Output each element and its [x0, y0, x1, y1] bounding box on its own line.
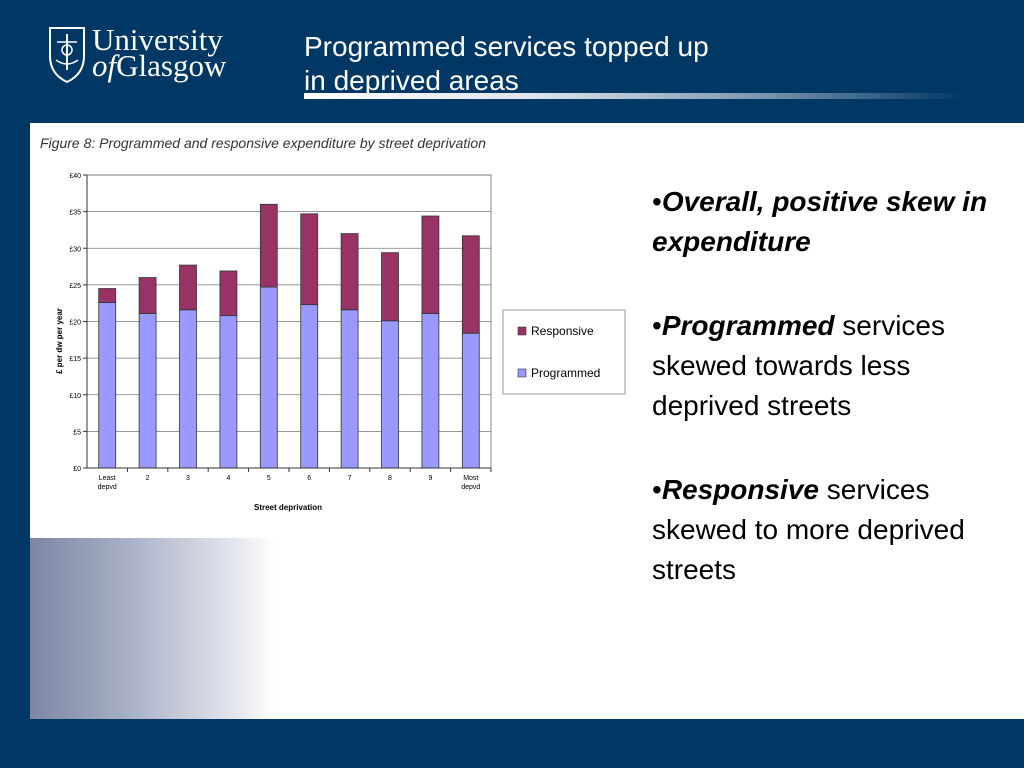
y-axis-label: £ per dw per year: [55, 308, 64, 374]
y-tick-label: £25: [69, 283, 81, 290]
bar-responsive: [340, 233, 359, 311]
x-tick-label: 7: [348, 475, 352, 482]
legend-swatch: [517, 326, 527, 336]
y-tick-label: £15: [69, 356, 81, 363]
logo-line2: ofGlasgow: [92, 50, 226, 81]
bar-responsive: [219, 270, 238, 317]
bullet-1: •Overall, positive skew in expenditure: [652, 186, 988, 257]
bullet-3: •Responsive services skewed to more depr…: [652, 474, 965, 585]
bullet-2-rest: services skewed towards less deprived st…: [652, 310, 945, 421]
bar-programmed: [300, 304, 319, 469]
bar-responsive: [259, 203, 278, 288]
bar-programmed: [98, 302, 117, 469]
x-tick-label: depvd: [461, 484, 480, 491]
bar-responsive: [179, 264, 197, 311]
slide-title: Programmed services topped up in deprive…: [304, 30, 904, 98]
x-tick-label: 9: [428, 475, 432, 482]
bar-responsive: [421, 215, 440, 314]
decorative-gradient: [30, 538, 275, 719]
logo-of: of: [92, 48, 117, 83]
y-tick-label: £0: [73, 466, 81, 473]
bullet-2: •Programmed services skewed towards less…: [652, 310, 945, 421]
bullet-list: •Overall, positive skew in expenditure •…: [652, 182, 1002, 634]
x-tick-label: 6: [307, 475, 311, 482]
x-tick-label: 4: [226, 475, 230, 482]
bar-programmed: [381, 320, 399, 469]
logo-glasgow: Glasgow: [116, 48, 227, 83]
bullet-2-emph: Programmed: [661, 310, 835, 341]
bar-responsive: [138, 277, 157, 314]
bottom-strip: [0, 719, 1024, 768]
x-tick-label: 8: [388, 475, 392, 482]
bullet-3-emph: Responsive: [661, 474, 819, 505]
bullet-3-rest: services skewed to more deprived streets: [652, 474, 965, 585]
bar-programmed: [461, 332, 480, 469]
y-tick-label: £10: [69, 393, 81, 400]
x-tick-label: depvd: [98, 484, 117, 491]
bar-programmed: [138, 313, 157, 469]
legend-swatch: [517, 368, 527, 378]
bar-responsive: [98, 288, 117, 303]
slide-title-line2: in deprived areas: [304, 65, 519, 96]
x-axis-label: Street deprivation: [254, 503, 322, 512]
y-tick-label: £35: [69, 210, 81, 217]
y-tick-label: £30: [69, 246, 81, 253]
chart-legend: Responsive Programmed: [502, 309, 626, 395]
chart-svg: Figure 8: Programmed and responsive expe…: [40, 135, 626, 512]
bar-responsive: [461, 235, 480, 334]
bar-responsive: [300, 213, 319, 306]
crest-icon: [49, 27, 85, 84]
bullet-1-emph: Overall, positive skew in expenditure: [652, 186, 988, 257]
legend-label: Responsive: [531, 324, 594, 338]
bar-programmed: [259, 286, 278, 469]
bar-programmed: [219, 315, 238, 469]
bar-programmed: [179, 309, 197, 469]
bar-programmed: [421, 313, 440, 469]
x-tick-label: 5: [267, 475, 271, 482]
x-tick-label: 3: [186, 475, 190, 482]
chart-figure: Figure 8: Programmed and responsive expe…: [30, 123, 630, 538]
y-tick-label: £5: [73, 429, 81, 436]
logo-line1: University: [92, 22, 223, 57]
legend-label: Programmed: [531, 366, 600, 380]
chart-title: Figure 8: Programmed and responsive expe…: [40, 135, 486, 151]
bar-responsive: [381, 252, 399, 322]
title-rule: [304, 93, 964, 99]
y-tick-label: £40: [69, 173, 81, 180]
bar-programmed: [340, 309, 359, 469]
x-tick-label: Most: [463, 475, 478, 482]
x-tick-label: Least: [99, 475, 116, 482]
x-tick-label: 2: [146, 475, 150, 482]
y-tick-label: £20: [69, 320, 81, 327]
university-logo: University ofGlasgow: [48, 24, 228, 86]
slide-title-line1: Programmed services topped up: [304, 31, 709, 62]
